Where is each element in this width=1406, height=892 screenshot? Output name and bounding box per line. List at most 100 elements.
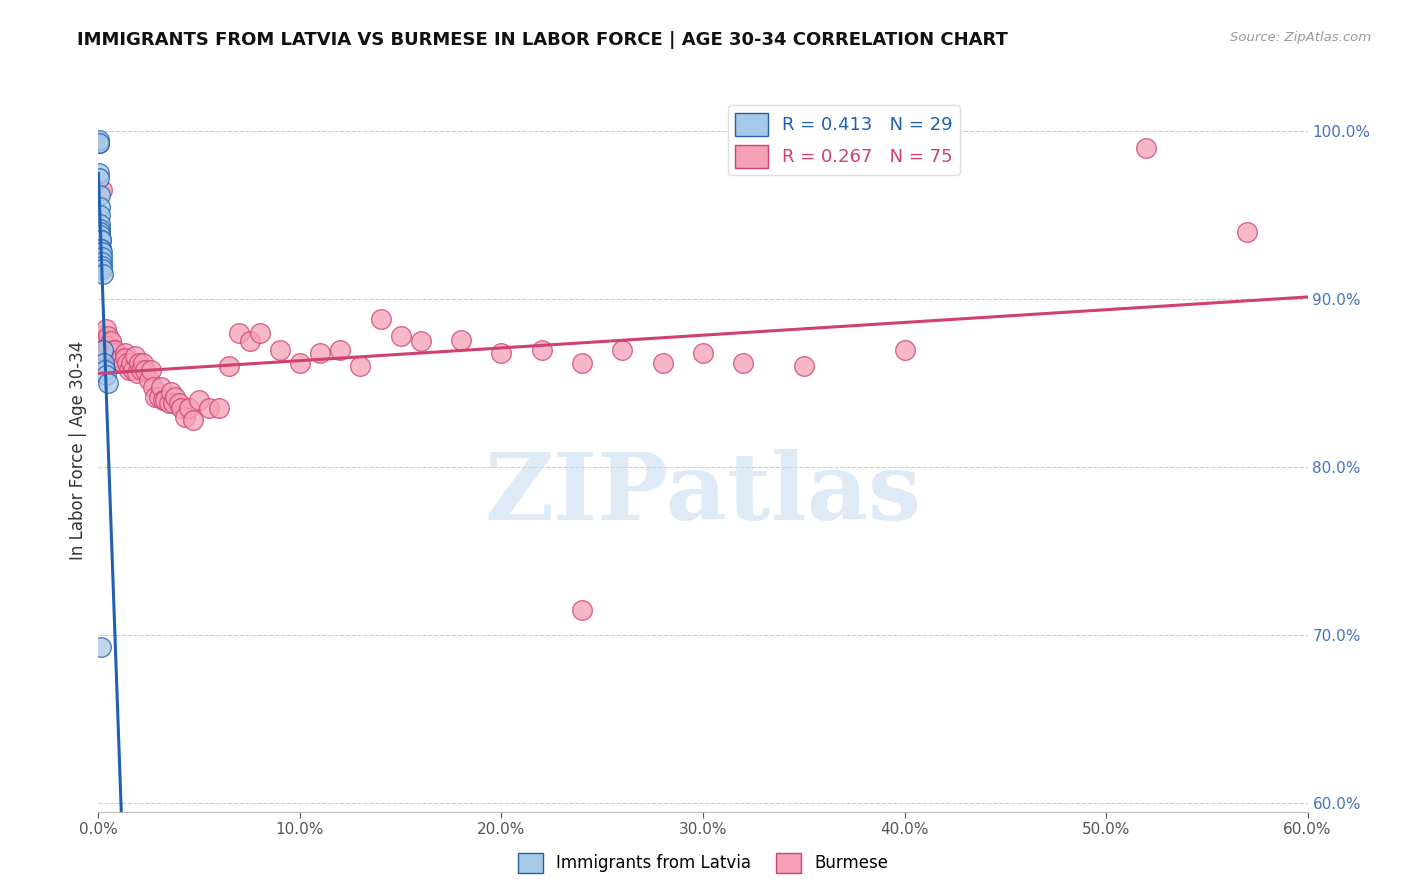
Point: [121, 363, 143, 377]
Point: [160, 384, 183, 399]
Point: [530, 343, 553, 357]
Point: [132, 356, 155, 370]
Point: [571, 603, 593, 617]
Point: [89, 225, 111, 239]
Point: [188, 392, 211, 407]
Point: [91, 255, 114, 269]
Point: [249, 326, 271, 340]
Point: [218, 359, 240, 374]
Point: [571, 356, 593, 370]
Point: [90, 234, 112, 248]
Point: [167, 396, 190, 410]
Point: [89, 166, 111, 180]
Point: [612, 343, 634, 357]
Point: [105, 356, 128, 370]
Text: IMMIGRANTS FROM LATVIA VS BURMESE IN LABOR FORCE | AGE 30-34 CORRELATION CHART: IMMIGRANTS FROM LATVIA VS BURMESE IN LAB…: [77, 31, 1008, 49]
Point: [87, 136, 110, 150]
Point: [90, 343, 112, 357]
Point: [118, 363, 141, 377]
Point: [143, 390, 166, 404]
Point: [692, 346, 714, 360]
Point: [174, 409, 197, 424]
Text: Source: ZipAtlas.com: Source: ZipAtlas.com: [1230, 31, 1371, 45]
Point: [91, 329, 114, 343]
Point: [87, 133, 110, 147]
Point: [97, 339, 120, 353]
Point: [93, 356, 115, 370]
Point: [91, 183, 114, 197]
Point: [89, 217, 111, 231]
Point: [125, 366, 148, 380]
Point: [179, 401, 201, 416]
Point: [288, 356, 311, 370]
Point: [89, 228, 111, 243]
Point: [149, 379, 172, 393]
Point: [89, 346, 111, 360]
Point: [90, 242, 112, 256]
Point: [90, 250, 112, 264]
Point: [181, 413, 204, 427]
Point: [163, 390, 186, 404]
Point: [97, 329, 120, 343]
Point: [329, 343, 352, 357]
Point: [96, 368, 118, 382]
Point: [491, 346, 513, 360]
Point: [139, 363, 162, 377]
Point: [96, 322, 118, 336]
Point: [1135, 141, 1157, 155]
Point: [120, 356, 142, 370]
Point: [89, 200, 111, 214]
Point: [124, 350, 146, 364]
Point: [89, 188, 111, 202]
Point: [90, 234, 112, 248]
Point: [89, 136, 111, 150]
Point: [409, 334, 432, 349]
Point: [793, 359, 815, 374]
Point: [89, 208, 111, 222]
Point: [142, 379, 165, 393]
Point: [152, 392, 174, 407]
Point: [91, 267, 114, 281]
Point: [349, 359, 371, 374]
Point: [370, 312, 392, 326]
Point: [87, 136, 110, 150]
Point: [170, 401, 193, 416]
Y-axis label: In Labor Force | Age 30-34: In Labor Force | Age 30-34: [69, 341, 87, 560]
Point: [450, 333, 472, 347]
Point: [103, 346, 125, 360]
Point: [90, 640, 112, 654]
Point: [89, 221, 111, 235]
Point: [138, 373, 160, 387]
Point: [198, 401, 221, 416]
Point: [101, 343, 124, 357]
Point: [91, 259, 114, 273]
Point: [162, 396, 184, 410]
Point: [239, 334, 262, 349]
Point: [269, 343, 291, 357]
Point: [148, 390, 170, 404]
Point: [134, 363, 156, 377]
Point: [91, 262, 114, 277]
Point: [114, 351, 136, 365]
Point: [157, 396, 180, 410]
Point: [103, 343, 125, 357]
Point: [309, 346, 332, 360]
Point: [93, 343, 115, 357]
Point: [90, 245, 112, 260]
Point: [94, 363, 117, 377]
Point: [389, 329, 412, 343]
Point: [153, 392, 176, 407]
Point: [107, 356, 129, 370]
Point: [114, 346, 136, 360]
Point: [93, 333, 115, 347]
Point: [128, 356, 150, 370]
Point: [228, 326, 250, 340]
Point: [115, 356, 138, 370]
Legend: Immigrants from Latvia, Burmese: Immigrants from Latvia, Burmese: [510, 847, 896, 880]
Point: [110, 351, 132, 365]
Point: [107, 354, 129, 368]
Point: [208, 401, 231, 416]
Point: [1236, 225, 1258, 239]
Point: [100, 334, 122, 349]
Point: [893, 343, 915, 357]
